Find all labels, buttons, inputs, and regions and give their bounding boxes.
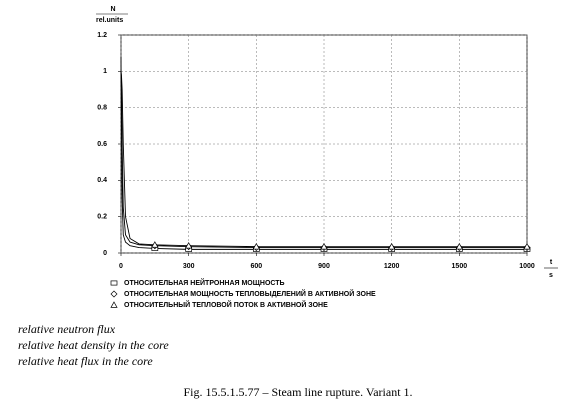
x-label: t [550, 259, 553, 266]
y-tick-label: 0 [103, 250, 107, 257]
x-tick-label: 1200 [384, 263, 400, 270]
x-tick-label: 0 [119, 263, 123, 270]
x-tick-label: 600 [250, 263, 262, 270]
legend-marker [110, 290, 118, 298]
legend-label: ОТНОСИТЕЛЬНАЯ МОЩНОСТЬ ТЕПЛОВЫДЕЛЕНИЙ В … [124, 289, 376, 298]
x-tick-label: 1500 [452, 263, 468, 270]
y-label: N [110, 6, 115, 13]
point-marker [455, 242, 463, 250]
y-unit: rel.units [96, 17, 123, 24]
x-tick-label: 1000 [519, 263, 535, 270]
legend-marker [110, 280, 118, 286]
x-unit: s [549, 272, 553, 279]
y-tick-label: 1 [103, 68, 107, 75]
series-line [120, 71, 527, 248]
y-tick-label: 0.8 [97, 105, 107, 112]
y-tick-label: 0.4 [97, 177, 107, 184]
y-tick-label: 1.2 [97, 32, 107, 39]
point-marker [252, 242, 260, 250]
translation: relative heat flux in the core [18, 354, 153, 368]
translation: relative neutron flux [18, 322, 116, 336]
series-line [120, 71, 527, 248]
x-tick-label: 300 [183, 263, 195, 270]
x-tick-label: 900 [318, 263, 330, 270]
translation: relative heat density in the core [18, 338, 169, 352]
legend-marker [110, 301, 118, 308]
y-tick-label: 0.6 [97, 141, 107, 148]
point-marker [320, 242, 328, 250]
point-marker [185, 242, 193, 249]
legend-label: ОТНОСИТЕЛЬНЫЙ ТЕПЛОВОЙ ПОТОК В АКТИВНОЙ … [124, 300, 328, 309]
point-marker [523, 242, 531, 250]
caption: Fig. 15.5.1.5.77 – Steam line rupture. V… [183, 385, 412, 399]
y-tick-label: 0.2 [97, 214, 107, 221]
point-marker [388, 242, 396, 250]
point-marker [151, 241, 159, 248]
series-line [120, 56, 527, 250]
legend-label: ОТНОСИТЕЛЬНАЯ НЕЙТРОННАЯ МОЩНОСТЬ [124, 278, 285, 287]
